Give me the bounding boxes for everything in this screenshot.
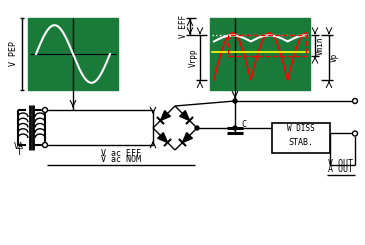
Text: C: C bbox=[241, 120, 246, 129]
Text: V EFF: V EFF bbox=[179, 15, 188, 38]
Circle shape bbox=[42, 143, 47, 147]
Circle shape bbox=[42, 108, 47, 112]
Circle shape bbox=[233, 126, 237, 130]
Text: W DISS: W DISS bbox=[287, 124, 315, 133]
Text: V OUT: V OUT bbox=[328, 159, 353, 168]
Bar bbox=[228, 35, 306, 56]
Text: Vp: Vp bbox=[330, 53, 338, 62]
Text: T: T bbox=[16, 148, 22, 157]
Bar bbox=[272, 123, 330, 153]
Text: STAB.: STAB. bbox=[288, 138, 314, 147]
Circle shape bbox=[233, 99, 237, 103]
Polygon shape bbox=[182, 133, 192, 143]
Text: V ac EFF: V ac EFF bbox=[101, 149, 141, 158]
Text: Vrpp: Vrpp bbox=[189, 49, 198, 67]
Polygon shape bbox=[158, 133, 168, 143]
Polygon shape bbox=[161, 111, 170, 121]
Text: A OUT: A OUT bbox=[328, 165, 353, 174]
Circle shape bbox=[353, 98, 357, 103]
Text: VA: VA bbox=[14, 142, 24, 151]
Text: V PEP: V PEP bbox=[9, 41, 18, 66]
Bar bbox=[28, 18, 118, 90]
Polygon shape bbox=[180, 111, 189, 121]
Bar bbox=[210, 18, 310, 90]
Text: V ac NOM: V ac NOM bbox=[101, 155, 141, 164]
Text: Vmin: Vmin bbox=[315, 36, 324, 55]
Circle shape bbox=[353, 131, 357, 136]
Circle shape bbox=[195, 126, 199, 130]
